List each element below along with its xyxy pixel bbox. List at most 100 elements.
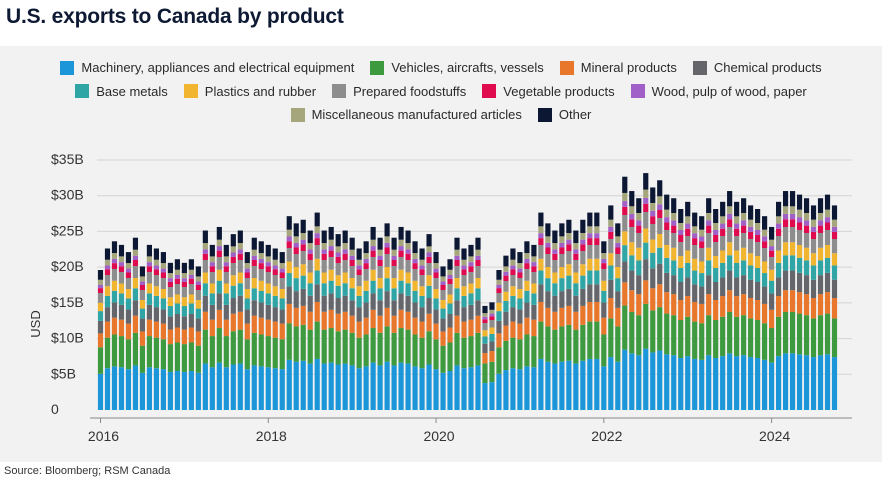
bar-segment (517, 298, 523, 310)
bar-segment (216, 328, 222, 363)
bar-stack (824, 194, 831, 410)
legend-item-other[interactable]: Other (537, 107, 591, 122)
bar-segment (769, 328, 775, 363)
bar-segment (356, 248, 362, 260)
bar-segment (230, 275, 236, 286)
bar-segment (545, 242, 551, 248)
bar-segment (657, 210, 663, 218)
legend-swatch (370, 60, 385, 75)
bar-segment (657, 234, 663, 248)
legend-label: Miscellaneous manufactured articles (311, 107, 522, 123)
bar-segment (796, 245, 803, 258)
bar-segment (454, 266, 460, 278)
bar-segment (209, 262, 215, 267)
bar-segment (692, 321, 698, 359)
bar-segment (741, 355, 747, 410)
bar-segment (503, 255, 509, 267)
legend-item-mineral[interactable]: Mineral products (559, 60, 677, 75)
bar-segment (475, 278, 481, 289)
bar-segment (559, 361, 565, 410)
bar-segment (461, 248, 467, 260)
bar-segment (817, 294, 824, 316)
bar-segment (384, 267, 390, 279)
bar-segment (720, 296, 726, 317)
bar-segment (440, 276, 446, 282)
bar-segment (237, 249, 243, 254)
bar-segment (559, 242, 565, 248)
bar-segment (782, 290, 789, 312)
bar-segment (230, 298, 236, 314)
bar-segment (782, 213, 789, 220)
legend-item-chemical[interactable]: Chemical products (692, 60, 822, 75)
bar-segment (328, 226, 334, 240)
bar-segment (440, 290, 446, 300)
legend-item-misc[interactable]: Miscellaneous manufactured articles (290, 107, 522, 123)
bar-segment (594, 358, 600, 410)
bar-segment (433, 252, 439, 264)
bar-segment (782, 255, 789, 271)
bar-segment (566, 251, 572, 265)
legend-item-machinery[interactable]: Machinery, appliances and electrical equ… (60, 60, 354, 75)
legend-item-foodstuffs[interactable]: Prepared foodstuffs (332, 84, 466, 99)
bar-segment (782, 206, 789, 214)
bar-segment (139, 276, 146, 282)
bar-segment (132, 260, 139, 266)
bar-segment (181, 278, 187, 282)
bar-segment (741, 275, 747, 295)
bar-segment (817, 247, 824, 261)
bar-segment (489, 351, 495, 362)
legend-item-plastics[interactable]: Plastics and rubber (183, 84, 316, 99)
bar-segment (314, 358, 320, 410)
bar-stack (440, 266, 446, 410)
bar-segment (580, 264, 586, 276)
bar-segment (810, 318, 817, 358)
bar-segment (789, 255, 796, 271)
bar-segment (755, 320, 761, 358)
bar-segment (412, 366, 418, 410)
bar-segment (405, 295, 411, 312)
bar-segment (559, 267, 565, 279)
bar-segment (524, 253, 530, 259)
source-note: Source: Bloomberg; RSM Canada (4, 465, 171, 477)
legend-item-vehicles[interactable]: Vehicles, aircrafts, vessels (370, 60, 544, 75)
bar-segment (111, 317, 118, 335)
bar-segment (111, 334, 118, 367)
bar-segment (587, 258, 593, 271)
bar-stack (664, 194, 670, 410)
bar-segment (601, 241, 607, 254)
bar-segment (636, 315, 642, 356)
bar-segment (496, 302, 502, 312)
bar-stack (678, 209, 684, 410)
legend-item-wood[interactable]: Wood, pulp of wood, paper (630, 84, 807, 99)
legend-swatch (75, 84, 90, 99)
bar-segment (447, 327, 453, 343)
bar-segment (314, 238, 320, 246)
bar-segment (475, 255, 481, 260)
bar-segment (824, 354, 831, 410)
bar-segment (293, 223, 299, 237)
bar-segment (699, 248, 705, 262)
bar-segment (664, 292, 670, 314)
bar-segment (496, 320, 502, 334)
bar-segment (573, 329, 579, 364)
bar-segment (251, 266, 257, 278)
bar-segment (384, 291, 390, 308)
bar-segment (202, 295, 208, 312)
bar-segment (195, 345, 201, 373)
y-tick-label: 0 (51, 401, 59, 417)
bar-segment (349, 278, 355, 289)
bar-segment (678, 223, 684, 230)
legend-swatch (559, 60, 574, 75)
bar-segment (608, 279, 614, 299)
bar-stack (629, 191, 635, 410)
bar-segment (398, 309, 404, 329)
bar-segment (335, 246, 341, 253)
bar-segment (370, 269, 376, 281)
legend-item-vegetable[interactable]: Vegetable products (482, 84, 615, 99)
bar-segment (789, 191, 796, 207)
bar-segment (545, 291, 551, 308)
legend-item-base-metals[interactable]: Base metals (75, 84, 168, 99)
bar-stack (741, 198, 747, 410)
bar-stack (510, 248, 516, 410)
bar-segment (678, 256, 684, 268)
